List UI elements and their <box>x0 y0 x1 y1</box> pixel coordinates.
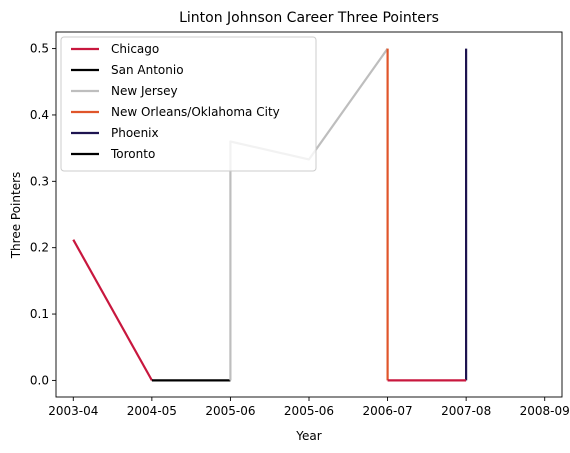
x-tick-label: 2006-07 <box>363 404 413 418</box>
x-tick-label: 2008-09 <box>520 404 570 418</box>
legend-label: Chicago <box>111 42 159 56</box>
legend-box <box>60 36 317 172</box>
y-tick-label: 0.1 <box>30 307 49 321</box>
legend-label: Phoenix <box>111 126 159 140</box>
y-tick-label: 0.2 <box>30 241 49 255</box>
legend-label: New Jersey <box>111 84 178 98</box>
axes: 2003-04 2004-05 2005-06 2005-06 2006-07 2007-… <box>30 31 570 418</box>
x-axis-title: Year <box>295 429 321 443</box>
legend-label: San Antonio <box>111 63 184 77</box>
legend-label: Toronto <box>110 147 155 161</box>
x-tick-label: 2005-06 <box>205 404 255 418</box>
y-tick-label: 0.4 <box>30 108 49 122</box>
legend-label: New Orleans/Oklahoma City <box>111 105 280 119</box>
legend: Chicago San Antonio New Jersey New Orleans/… <box>60 36 317 172</box>
x-tick-label: 2003-04 <box>48 404 98 418</box>
y-tick-label: 0.5 <box>30 42 49 56</box>
series-line-chicago <box>72 239 153 381</box>
y-tick-label: 0.0 <box>30 373 49 387</box>
x-tick-label: 2004-05 <box>127 404 177 418</box>
chart-title: Linton Johnson Career Three Pointers <box>179 10 439 26</box>
y-tick-label: 0.3 <box>30 174 49 188</box>
x-tick-label: 2007-08 <box>441 404 491 418</box>
x-tick-label: 2005-06 <box>284 404 334 418</box>
y-axis-title: Three Pointers <box>9 172 23 260</box>
